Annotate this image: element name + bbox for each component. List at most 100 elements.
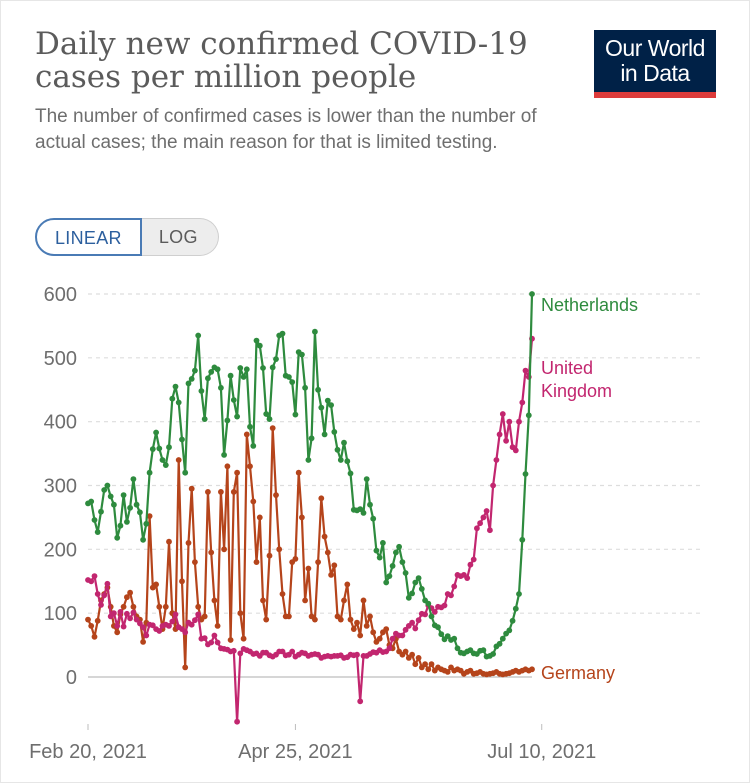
data-point-netherlands: [286, 374, 292, 380]
data-point-netherlands: [94, 529, 101, 535]
data-point-united-kingdom: [289, 648, 296, 655]
data-point-united-kingdom: [386, 645, 393, 652]
data-point-netherlands: [91, 517, 98, 523]
data-point-netherlands: [243, 366, 250, 373]
logo-line-1: Our World: [605, 35, 705, 61]
data-point-united-kingdom: [451, 583, 458, 590]
data-point-germany: [175, 457, 182, 463]
y-tick-label: 0: [66, 667, 77, 689]
data-point-netherlands: [360, 510, 367, 516]
data-point-united-kingdom: [480, 514, 487, 521]
data-point-united-kingdom: [506, 418, 513, 425]
data-point-netherlands: [221, 452, 228, 458]
data-point-united-kingdom: [467, 561, 474, 568]
data-point-united-kingdom: [208, 639, 215, 646]
data-point-netherlands: [133, 501, 140, 508]
logo-line-2: in Data: [620, 60, 690, 86]
data-point-netherlands: [159, 457, 166, 463]
data-point-netherlands: [367, 501, 373, 508]
data-point-germany: [247, 463, 253, 470]
data-point-germany: [120, 603, 127, 610]
data-point-germany: [266, 552, 273, 559]
data-point-united-kingdom: [234, 718, 241, 725]
data-point-united-kingdom: [415, 617, 422, 624]
data-point-netherlands: [98, 508, 104, 515]
data-point-united-kingdom: [133, 616, 140, 623]
data-point-united-kingdom: [412, 625, 419, 632]
data-point-germany: [156, 603, 163, 610]
data-point-germany: [166, 538, 172, 545]
data-point-netherlands: [522, 471, 529, 477]
linear-scale-button[interactable]: LINEAR: [35, 218, 142, 256]
data-point-netherlands: [363, 476, 370, 482]
data-point-netherlands: [240, 374, 247, 380]
data-point-germany: [337, 616, 344, 623]
x-tick-label: Feb 20, 2021: [29, 741, 147, 763]
data-point-netherlands: [250, 443, 257, 449]
data-point-united-kingdom: [431, 609, 438, 615]
data-point-netherlands: [179, 436, 185, 443]
data-point-netherlands: [266, 416, 273, 422]
data-point-netherlands: [341, 439, 347, 446]
data-point-netherlands: [331, 429, 338, 435]
owid-logo[interactable]: Our World in Data: [594, 30, 716, 98]
data-point-netherlands: [201, 416, 208, 422]
data-point-germany: [363, 623, 370, 629]
data-point-germany: [331, 562, 338, 569]
data-point-netherlands: [516, 591, 522, 597]
data-point-netherlands: [506, 627, 513, 634]
data-point-united-kingdom: [214, 639, 221, 646]
data-point-netherlands: [127, 504, 133, 511]
y-tick-label: 200: [44, 539, 77, 561]
data-point-netherlands: [519, 536, 526, 543]
data-point-germany: [218, 489, 224, 495]
data-point-germany: [444, 669, 451, 675]
y-tick-label: 600: [44, 284, 77, 306]
data-point-united-kingdom: [91, 573, 98, 579]
data-point-netherlands: [357, 506, 364, 512]
data-point-netherlands: [393, 549, 399, 556]
data-point-germany: [179, 578, 185, 585]
data-point-united-kingdom: [104, 580, 111, 587]
data-point-germany: [292, 556, 299, 562]
y-tick-label: 100: [44, 603, 77, 625]
data-point-netherlands: [315, 386, 321, 393]
data-point-germany: [415, 655, 422, 661]
data-point-netherlands: [389, 563, 396, 569]
data-point-germany: [529, 666, 535, 673]
data-point-netherlands: [182, 469, 189, 476]
data-point-united-kingdom: [499, 411, 506, 417]
data-point-germany: [302, 597, 308, 604]
data-point-united-kingdom: [149, 622, 156, 629]
data-point-germany: [354, 619, 360, 626]
data-point-germany: [214, 623, 221, 629]
data-point-germany: [85, 616, 91, 623]
data-point-netherlands: [172, 383, 179, 390]
data-point-netherlands: [253, 337, 260, 344]
data-point-netherlands: [247, 423, 253, 430]
data-point-netherlands: [396, 543, 402, 550]
data-point-germany: [256, 514, 263, 521]
legend-label-united-kingdom: Kingdom: [541, 381, 612, 401]
data-point-united-kingdom: [117, 609, 124, 615]
data-point-germany: [318, 495, 325, 502]
data-point-united-kingdom: [127, 615, 133, 622]
data-point-germany: [295, 469, 302, 476]
chart-subtitle: The number of confirmed cases is lower t…: [35, 106, 537, 153]
log-scale-button[interactable]: LOG: [140, 218, 219, 256]
data-point-netherlands: [153, 429, 160, 436]
data-point-germany: [273, 492, 279, 498]
data-point-united-kingdom: [357, 698, 364, 705]
data-point-germany: [422, 661, 428, 668]
data-point-netherlands: [234, 413, 241, 420]
data-point-netherlands: [218, 384, 224, 391]
data-point-united-kingdom: [166, 623, 172, 629]
data-point-united-kingdom: [182, 629, 189, 636]
data-point-germany: [315, 559, 321, 565]
data-point-united-kingdom: [402, 626, 409, 633]
data-point-netherlands: [156, 445, 163, 452]
data-point-netherlands: [328, 402, 334, 408]
data-point-netherlands: [120, 492, 127, 498]
data-point-netherlands: [321, 431, 328, 438]
data-point-united-kingdom: [519, 399, 526, 406]
